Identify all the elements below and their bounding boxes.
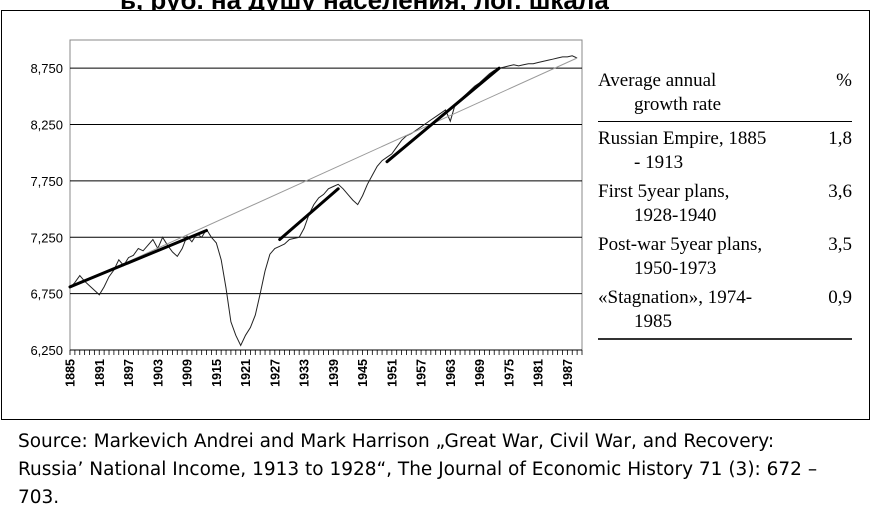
x-tick-label: 1951 bbox=[385, 359, 399, 387]
x-tick-label: 1963 bbox=[444, 359, 458, 387]
table-row: Post-war 5year plans, 1950-1973 3,5 bbox=[598, 228, 852, 281]
header-label-line1: Average annual bbox=[598, 70, 717, 91]
table-row: First 5year plans, 1928-1940 3,6 bbox=[598, 175, 852, 228]
table-row: «Stagnation», 1974- 1985 0,9 bbox=[598, 281, 852, 340]
table-row: Russian Empire, 1885 - 1913 1,8 bbox=[598, 122, 852, 176]
x-tick-label: 1921 bbox=[239, 359, 253, 387]
x-tick-label: 1909 bbox=[181, 359, 195, 387]
x-tick-label: 1981 bbox=[532, 359, 546, 387]
x-tick-label: 1897 bbox=[122, 359, 136, 387]
actual-series-line bbox=[69, 55, 578, 347]
period-trend-segment bbox=[278, 187, 340, 241]
x-axis-ticks bbox=[69, 350, 583, 355]
source-line-1: Source: Markevich Andrei and Mark Harris… bbox=[18, 431, 775, 452]
x-axis-tick-labels: 1885 1891 1897 1903 1909 1915 1921 1927 1933 1939… bbox=[64, 359, 575, 387]
x-tick-label: 1885 bbox=[64, 359, 78, 387]
x-tick-label: 1939 bbox=[327, 359, 341, 387]
row-label-line1: «Stagnation», 1974- bbox=[598, 287, 753, 308]
growth-rate-table: Average annual growth rate % Russian Emp… bbox=[598, 66, 852, 340]
y-tick-label: 7,250 bbox=[30, 230, 63, 245]
series-lines bbox=[68, 55, 578, 347]
gridlines bbox=[70, 67, 582, 351]
x-tick-label: 1933 bbox=[298, 359, 312, 387]
row-label-line2: 1928-1940 bbox=[634, 205, 717, 226]
x-tick-label: 1957 bbox=[415, 359, 429, 387]
source-note: Source: Markevich Andrei and Mark Harris… bbox=[18, 428, 863, 512]
row-label-line2: 1950-1973 bbox=[634, 258, 717, 279]
x-tick-label: 1915 bbox=[210, 359, 224, 387]
y-tick-label: 7,750 bbox=[30, 174, 63, 189]
header-unit: % bbox=[816, 66, 852, 122]
row-label-line1: First 5year plans, bbox=[598, 181, 730, 202]
row-label-line1: Post-war 5year plans, bbox=[598, 234, 763, 255]
x-tick-label: 1975 bbox=[502, 359, 516, 387]
row-label-line2: - 1913 bbox=[634, 152, 684, 173]
header-label-line2: growth rate bbox=[634, 94, 722, 115]
x-tick-label: 1945 bbox=[356, 359, 370, 387]
plot-area-border bbox=[69, 39, 583, 351]
y-axis-tick-labels: 6,250 6,750 7,250 7,750 8,250 8,750 bbox=[30, 61, 63, 358]
x-tick-label: 1903 bbox=[151, 359, 165, 387]
table-header-row: Average annual growth rate % bbox=[598, 66, 852, 122]
long-run-trend-line bbox=[69, 57, 578, 289]
period-trend-segment bbox=[385, 66, 501, 164]
source-line-2: Russia’ National Income, 1913 to 1928“, … bbox=[18, 459, 818, 480]
x-tick-label: 1891 bbox=[93, 359, 107, 387]
x-tick-label: 1969 bbox=[473, 359, 487, 387]
source-line-3: 703. bbox=[18, 487, 60, 508]
x-tick-label: 1927 bbox=[268, 359, 282, 387]
period-trend-segment bbox=[68, 229, 208, 289]
row-value: 0,9 bbox=[816, 281, 852, 340]
y-tick-label: 8,750 bbox=[30, 61, 63, 76]
row-label-line2: 1985 bbox=[634, 311, 672, 332]
row-value: 1,8 bbox=[828, 128, 852, 149]
row-value: 3,5 bbox=[828, 234, 852, 255]
row-label-line1: Russian Empire, 1885 bbox=[598, 128, 767, 149]
y-tick-label: 8,250 bbox=[30, 118, 63, 133]
row-value: 3,6 bbox=[828, 181, 852, 202]
y-tick-label: 6,250 bbox=[30, 343, 63, 358]
x-tick-label: 1987 bbox=[561, 359, 575, 387]
y-tick-label: 6,750 bbox=[30, 287, 63, 302]
